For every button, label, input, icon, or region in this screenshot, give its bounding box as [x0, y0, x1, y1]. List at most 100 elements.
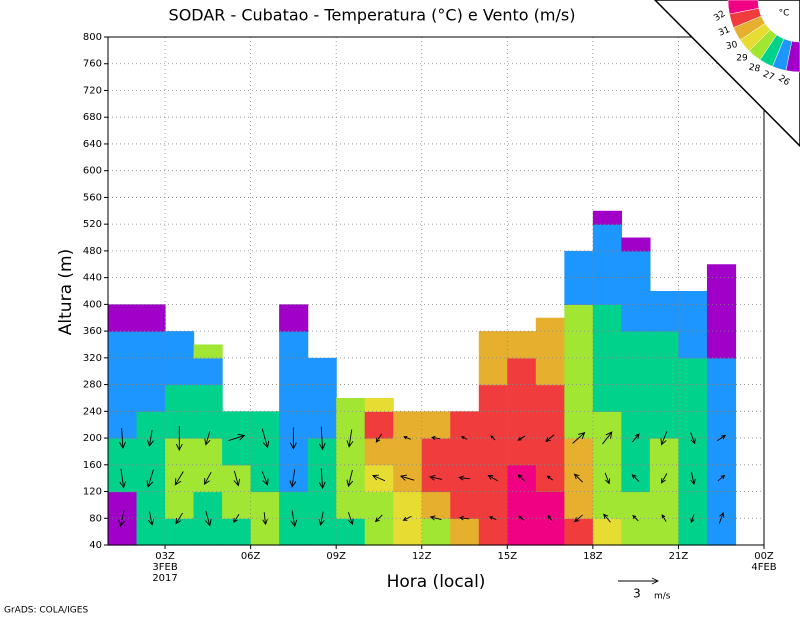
wind-arrow: [318, 426, 326, 451]
contour-cell: [621, 277, 651, 305]
y-tick-label: 720: [83, 85, 102, 96]
contour-cell: [535, 331, 565, 359]
contour-cell: [507, 411, 537, 439]
contour-cell: [649, 491, 680, 519]
wind-arrow: [372, 474, 386, 482]
y-tick-label: 360: [83, 326, 102, 337]
contour-cell: [279, 491, 309, 519]
contour-cell: [678, 438, 708, 466]
contour-cell: [279, 304, 309, 332]
contour-cell: [564, 331, 594, 359]
wind-arrow: [119, 428, 126, 450]
contour-cell: [507, 438, 537, 466]
wind-reference-value: 3: [633, 587, 641, 601]
contour-cell: [706, 518, 737, 546]
contour-cell: [621, 237, 651, 252]
wind-arrow: [175, 426, 183, 452]
wind-arrow: [346, 429, 354, 448]
y-tick-label: 800: [83, 32, 102, 43]
contour-cell: [307, 357, 337, 386]
wind-arrow: [631, 433, 640, 443]
contour-cell: [250, 491, 280, 519]
contour-cell: [250, 438, 280, 466]
contour-cell: [564, 304, 594, 332]
wind-arrow: [690, 432, 696, 445]
x-tick-label: 21Z: [669, 551, 689, 562]
contour-cell: [678, 331, 708, 359]
contour-cell: [136, 331, 166, 359]
wind-arrow: [603, 513, 611, 523]
wind-arrow: [632, 514, 639, 522]
contour-cell: [678, 304, 708, 332]
contour-cell: [621, 250, 651, 279]
contour-cell: [478, 491, 508, 519]
contour-cell: [421, 438, 451, 466]
y-tick-label: 600: [83, 166, 102, 177]
contour-cell: [706, 357, 737, 386]
contour-cell: [649, 357, 680, 386]
wind-arrow: [690, 472, 696, 486]
legend-label: 27: [761, 69, 775, 83]
y-tick-label: 400: [83, 299, 102, 310]
contour-cell: [649, 304, 680, 332]
wind-arrow: [174, 471, 184, 486]
wind-arrow: [403, 436, 411, 440]
contour-cell: [193, 518, 223, 546]
legend-label: 28: [748, 63, 761, 75]
contour-cell: [507, 518, 537, 546]
contour-cell: [535, 491, 565, 519]
contour-cell: [564, 250, 594, 279]
contour-cell: [649, 331, 680, 359]
contour-cell: [478, 331, 508, 359]
contour-cell: [649, 411, 680, 439]
wind-arrow: [518, 515, 525, 521]
wind-arrow: [402, 515, 412, 521]
wind-arrow: [399, 474, 415, 481]
contour-cell: [678, 491, 708, 519]
contour-cell: [336, 397, 366, 412]
contour-cell: [535, 411, 565, 439]
contour-cell: [165, 357, 195, 386]
contour-cell: [564, 277, 594, 305]
y-tick-label: 520: [83, 219, 102, 230]
wind-arrow: [573, 514, 583, 523]
contour-cell: [421, 518, 451, 546]
wind-arrow: [458, 475, 470, 481]
wind-arrow: [517, 435, 526, 441]
wind-arrow: [375, 433, 382, 443]
contour-cell: [621, 384, 651, 412]
wind-arrow: [546, 475, 554, 481]
contour-cell: [592, 304, 622, 332]
wind-arrow: [602, 431, 613, 445]
wind-arrow: [458, 515, 470, 521]
wind-arrow: [573, 473, 583, 483]
wind-arrow: [204, 471, 212, 486]
contour-cell: [649, 291, 680, 305]
contour-cell: [108, 411, 138, 439]
wind-arrow: [289, 469, 297, 488]
wind-arrow: [205, 510, 212, 527]
wind-arrow: [228, 433, 246, 442]
contour-cell: [108, 357, 138, 386]
contour-cell: [450, 438, 480, 466]
contour-cell: [678, 384, 708, 412]
contour-cell: [621, 491, 651, 519]
contour-cell: [592, 277, 622, 305]
contour-cell: [193, 411, 223, 439]
wind-arrow: [262, 512, 268, 526]
wind-arrow: [490, 435, 496, 441]
y-tick-label: 320: [83, 353, 102, 364]
contour-cell: [108, 331, 138, 359]
y-tick-label: 760: [83, 59, 102, 70]
contour-cell: [507, 491, 537, 519]
wind-arrow: [431, 435, 441, 440]
contour-cell: [478, 438, 508, 466]
wind-arrow: [429, 515, 442, 521]
contour-cell: [564, 438, 594, 466]
x-axis-label: Hora (local): [387, 572, 486, 592]
x-tick-year: 2017: [152, 573, 177, 584]
contour-cell: [222, 438, 252, 466]
x-tick-date: 3FEB: [152, 562, 177, 573]
contour-cell: [450, 491, 480, 519]
contour-cell: [507, 331, 537, 359]
